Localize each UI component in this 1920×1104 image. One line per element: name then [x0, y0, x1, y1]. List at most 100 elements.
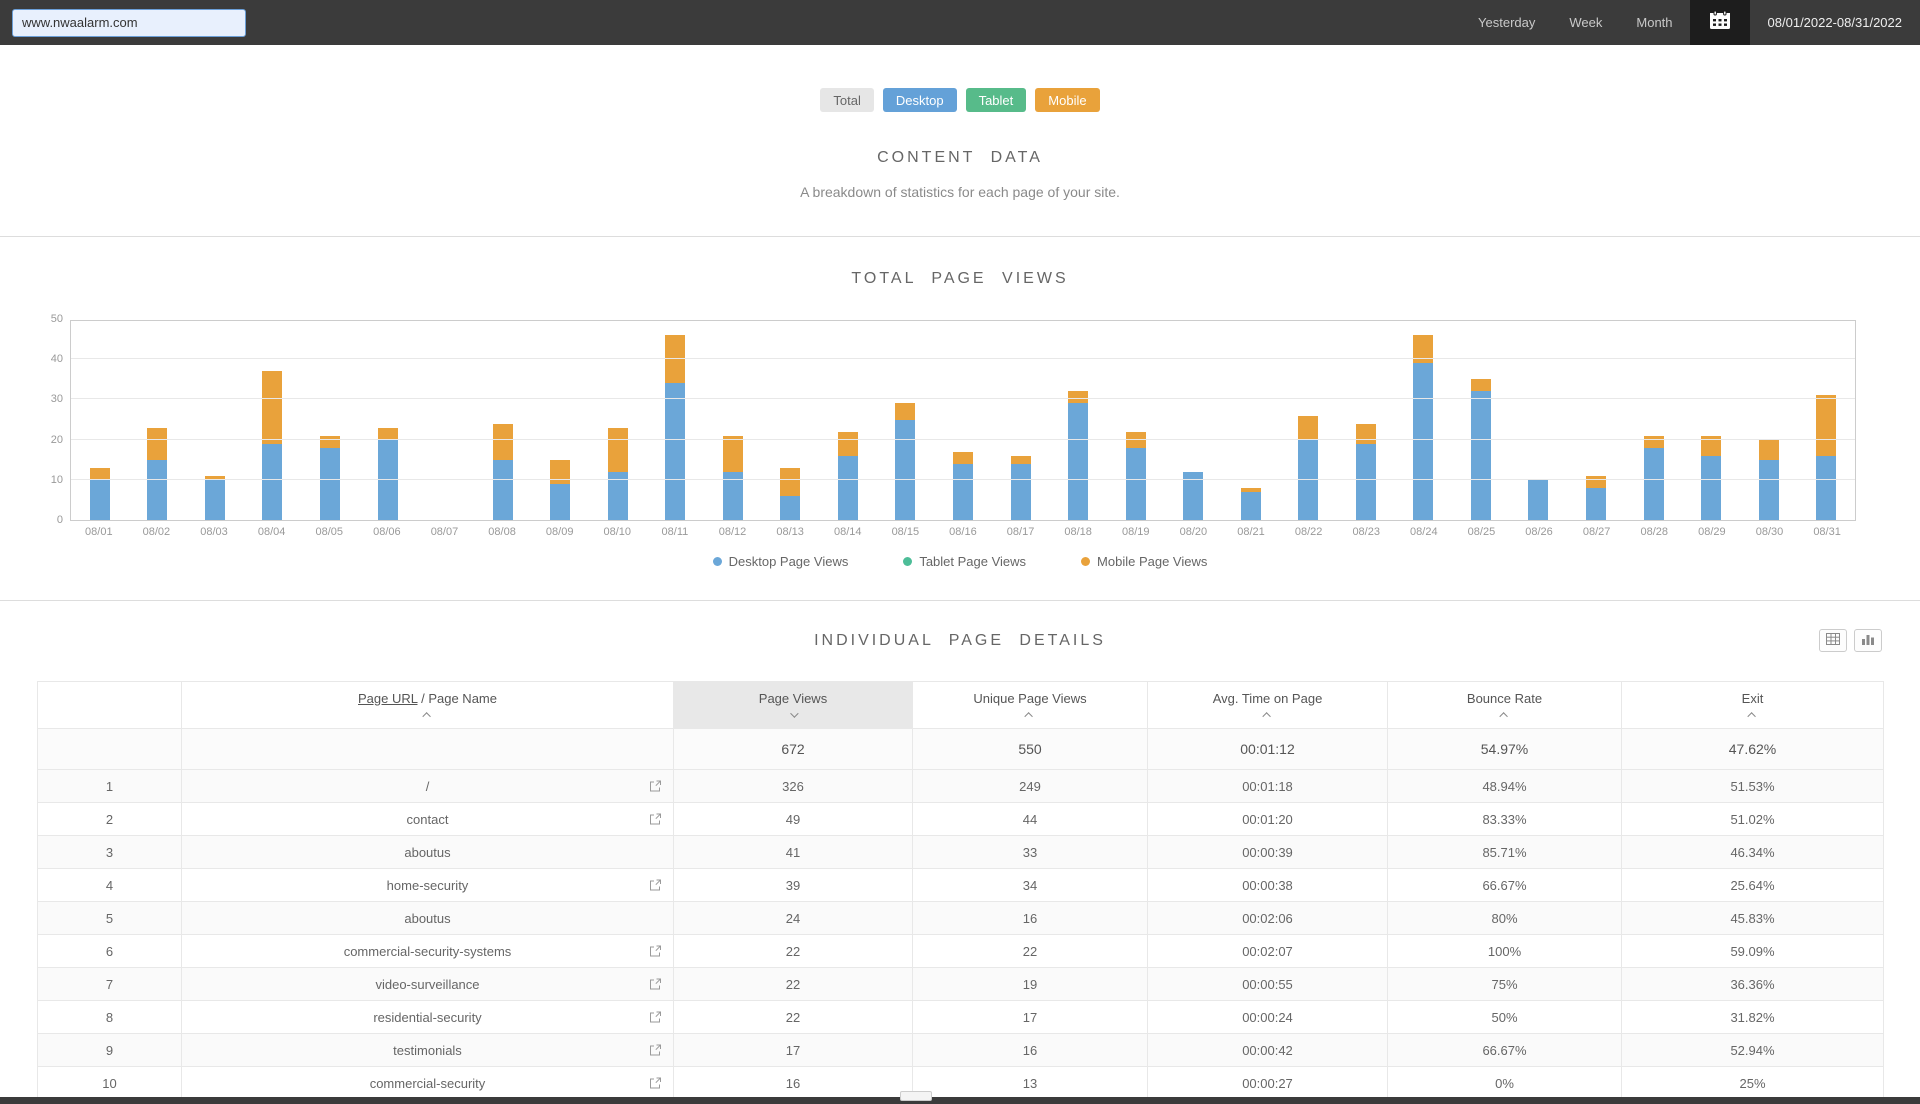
x-axis-tick-label: 08/26 [1510, 526, 1568, 538]
stacked-bar [1471, 379, 1491, 520]
date-range-label: 08/01/2022-08/31/2022 [1750, 15, 1920, 30]
table-view-icon [1826, 632, 1840, 650]
page-views-cell: 22 [674, 935, 913, 968]
exit-cell: 31.82% [1622, 1001, 1884, 1034]
bar-segment-desktop [953, 464, 973, 520]
legend-item-tablet: Tablet Page Views [903, 554, 1026, 569]
filter-mobile-button[interactable]: Mobile [1035, 88, 1099, 112]
bounce-rate-column-header[interactable]: Bounce Rate [1388, 682, 1622, 729]
bar-segment-mobile [320, 436, 340, 448]
external-link-icon[interactable] [649, 813, 662, 826]
desktop-legend-dot-icon [713, 557, 722, 566]
page-cell: residential-security [182, 1001, 674, 1034]
x-axis-tick-label: 08/18 [1049, 526, 1107, 538]
exit-cell: 51.53% [1622, 770, 1884, 803]
avg-time-cell: 00:02:06 [1148, 902, 1388, 935]
bar-segment-desktop [665, 383, 685, 520]
table-row: 5aboutus241600:02:0680%45.83% [38, 902, 1884, 935]
pagination-control-partial[interactable] [900, 1091, 932, 1101]
total-page-views-chart: 01020304050 08/0108/0208/0308/0408/0508/… [70, 320, 1856, 538]
month-button[interactable]: Month [1619, 0, 1689, 45]
exit-cell: 36.36% [1622, 968, 1884, 1001]
exit-column-header[interactable]: Exit [1622, 682, 1884, 729]
external-link-icon[interactable] [649, 1077, 662, 1090]
external-link-icon[interactable] [649, 1011, 662, 1024]
page-cell: commercial-security-systems [182, 935, 674, 968]
stacked-bar [1644, 436, 1664, 520]
bar-group-08/26 [1510, 321, 1568, 520]
y-axis-tick-label: 10 [33, 474, 63, 486]
external-link-icon[interactable] [649, 978, 662, 991]
bar-segment-desktop [1471, 391, 1491, 520]
rank-cell: 3 [38, 836, 182, 869]
gridline [71, 439, 1855, 440]
external-link-icon[interactable] [649, 780, 662, 793]
bar-group-08/09 [531, 321, 589, 520]
bar-group-08/13 [762, 321, 820, 520]
mobile-legend-dot-icon [1081, 557, 1090, 566]
chart-view-button[interactable] [1854, 629, 1882, 652]
table-view-button[interactable] [1819, 629, 1847, 652]
summary-rank-cell [38, 729, 182, 770]
external-link-icon[interactable] [649, 879, 662, 892]
bar-segment-desktop [1816, 456, 1836, 520]
week-button[interactable]: Week [1552, 0, 1619, 45]
legend-item-desktop: Desktop Page Views [713, 554, 849, 569]
chart-legend: Desktop Page Views Tablet Page Views Mob… [0, 554, 1920, 569]
x-axis-tick-label: 08/03 [185, 526, 243, 538]
bar-group-08/11 [646, 321, 704, 520]
legend-label: Desktop Page Views [729, 554, 849, 569]
bar-segment-desktop [1586, 488, 1606, 520]
filter-desktop-button[interactable]: Desktop [883, 88, 957, 112]
bar-segment-mobile [953, 452, 973, 464]
site-url-input[interactable] [12, 9, 246, 37]
filter-total-button[interactable]: Total [820, 88, 873, 112]
table-header-row: Page URL / Page Name Page Views Unique P… [38, 682, 1884, 729]
bar-segment-mobile [1011, 456, 1031, 464]
bar-segment-desktop [1126, 448, 1146, 520]
stacked-bar [1241, 488, 1261, 520]
bounce-rate-cell: 0% [1388, 1067, 1622, 1100]
bar-group-08/25 [1452, 321, 1510, 520]
unique-page-views-cell: 13 [913, 1067, 1148, 1100]
page-cell: / [182, 770, 674, 803]
bar-group-08/30 [1740, 321, 1798, 520]
unique-page-views-column-header[interactable]: Unique Page Views [913, 682, 1148, 729]
legend-label: Tablet Page Views [919, 554, 1026, 569]
bar-segment-desktop [780, 496, 800, 520]
x-axis-tick-label: 08/04 [243, 526, 301, 538]
avg-time-cell: 00:01:20 [1148, 803, 1388, 836]
stacked-bar [1586, 476, 1606, 520]
bounce-rate-cell: 66.67% [1388, 869, 1622, 902]
page-views-cell: 22 [674, 968, 913, 1001]
bar-segment-desktop [205, 480, 225, 520]
page-cell: video-surveillance [182, 968, 674, 1001]
bounce-rate-cell: 100% [1388, 935, 1622, 968]
avg-time-column-header[interactable]: Avg. Time on Page [1148, 682, 1388, 729]
page-url-column-header[interactable]: Page URL / Page Name [182, 682, 674, 729]
view-toggle-group [1819, 629, 1882, 652]
bar-group-08/31 [1797, 321, 1855, 520]
bar-segment-desktop [1011, 464, 1031, 520]
legend-item-mobile: Mobile Page Views [1081, 554, 1207, 569]
page-views-cell: 41 [674, 836, 913, 869]
exit-cell: 25.64% [1622, 869, 1884, 902]
rank-cell: 9 [38, 1034, 182, 1067]
yesterday-button[interactable]: Yesterday [1461, 0, 1552, 45]
page-views-column-header[interactable]: Page Views [674, 682, 913, 729]
bar-segment-mobile [1759, 440, 1779, 460]
stacked-bar [665, 335, 685, 520]
calendar-button[interactable] [1690, 0, 1750, 45]
stacked-bar [1701, 436, 1721, 520]
external-link-icon[interactable] [649, 945, 662, 958]
filter-tablet-button[interactable]: Tablet [966, 88, 1027, 112]
stacked-bar [1413, 335, 1433, 520]
x-axis-tick-label: 08/19 [1107, 526, 1165, 538]
gridline [71, 358, 1855, 359]
x-axis-tick-label: 08/17 [992, 526, 1050, 538]
page-url-sort-link[interactable]: Page URL [358, 691, 418, 706]
external-link-icon[interactable] [649, 1044, 662, 1057]
rank-column-header [38, 682, 182, 729]
bar-segment-mobile [780, 468, 800, 496]
topbar-right-group: Yesterday Week Month 08/01/2022-08/31/20… [1461, 0, 1920, 45]
